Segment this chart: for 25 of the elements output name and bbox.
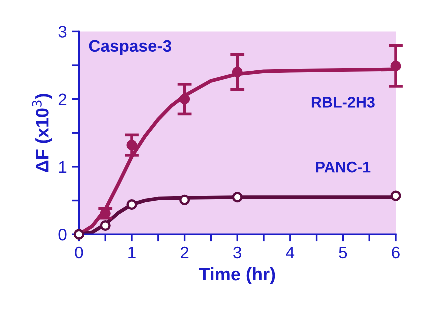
y-tick-label: 3 [58,26,67,38]
text: RBL-2H3 [312,97,375,108]
point [232,67,243,78]
x-tick-label: 1 [128,247,136,258]
x-tick-label: 2 [181,246,189,258]
point [100,220,111,232]
y-axis-title: ΔF (x10$^{3}$) [32,94,52,172]
point [126,200,138,210]
series-label: PANC-1 [316,162,371,173]
x-tick-label: 3 [234,246,242,259]
chart-title: Caspase-3 [89,40,172,56]
point [232,192,243,203]
x-axis-title: Time (hr) [199,267,276,284]
point [126,140,138,151]
point [180,94,190,105]
x-tick-label: 6 [392,246,400,259]
x-tick-label: 5 [339,247,348,259]
y-tick-label: 0 [58,228,67,241]
point [390,60,402,72]
y-tick-label: 1 [59,162,67,173]
point [390,190,402,202]
x-tick-label: 4 [286,247,295,258]
point [180,194,190,206]
y-tick-label: 2 [58,94,67,106]
x-tick-label: 0 [75,246,84,259]
